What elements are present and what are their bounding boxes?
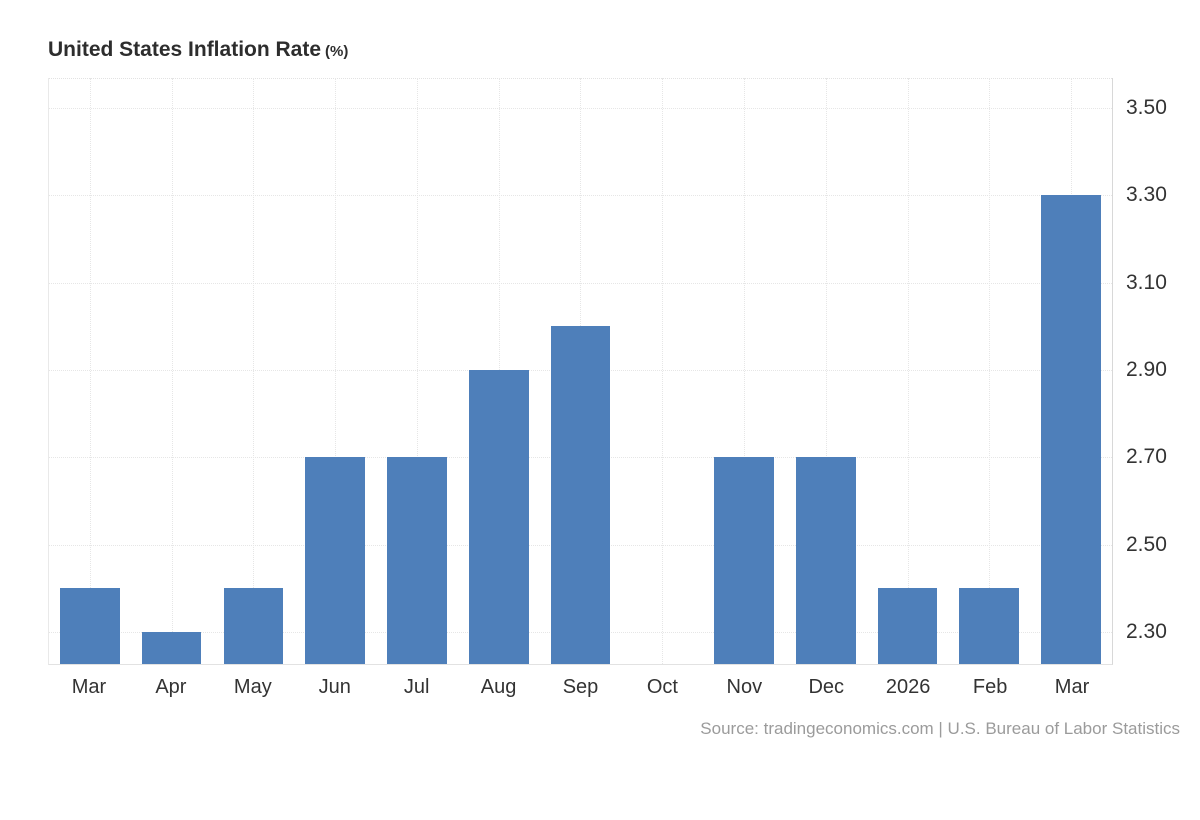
chart-column-feb <box>948 78 1030 664</box>
chart-column-2026 <box>867 78 949 664</box>
chart-column-dec <box>785 78 867 664</box>
bar-jul[interactable] <box>387 457 447 664</box>
y-tick-label: 2.90 <box>1126 357 1167 381</box>
x-tick-label-sep: Sep <box>562 676 599 698</box>
x-tick-label-may: May <box>233 676 272 698</box>
x-tick-label-feb: Feb <box>972 676 1008 698</box>
chart-column-nov <box>703 78 785 664</box>
bar-aug[interactable] <box>468 369 529 664</box>
y-tick-label: 3.10 <box>1126 270 1167 294</box>
bar-nov[interactable] <box>714 457 774 664</box>
x-tick-label-apr: Apr <box>155 676 187 698</box>
chart-title: United States Inflation Rate (%) <box>48 38 348 62</box>
x-gridline <box>825 78 827 664</box>
chart-column-apr <box>131 78 213 664</box>
x-gridline <box>335 78 337 664</box>
x-tick-label-nov: Nov <box>726 676 763 698</box>
x-gridline <box>171 78 173 664</box>
x-gridline <box>662 78 664 664</box>
y-tick-label: 3.50 <box>1126 95 1167 119</box>
x-tick-label-mar: Mar <box>71 676 107 698</box>
y-tick-label: 3.30 <box>1126 183 1167 207</box>
x-axis: Mar Apr May Jun Jul Aug Sep Oct Nov Dec 2026 Feb Mar <box>48 676 1113 706</box>
bar-jun[interactable] <box>305 457 366 664</box>
x-tick-label-jun: Jun <box>318 676 351 698</box>
x-gridline <box>89 78 91 664</box>
x-tick-label-aug: Aug <box>480 676 517 698</box>
chart-title-text: United States Inflation Rate <box>48 38 322 61</box>
chart-column-mar <box>49 78 131 664</box>
x-tick-label-2026: 2026 <box>885 676 931 698</box>
y-axis: 2.30 2.50 2.70 2.90 3.10 3.30 3.50 <box>1126 78 1196 665</box>
x-gridline <box>744 78 746 664</box>
bar-sep[interactable] <box>550 326 611 664</box>
x-gridline <box>989 78 991 664</box>
y-tick-label: 2.50 <box>1126 532 1167 556</box>
chart-column-aug <box>458 78 540 664</box>
y-tick-label: 2.30 <box>1126 620 1167 644</box>
chart-title-unit: (%) <box>325 43 349 60</box>
source-credit: Source: tradingeconomics.com | U.S. Bure… <box>700 719 1180 738</box>
x-tick-label-oct: Oct <box>646 676 678 698</box>
x-tick-label-jul: Jul <box>403 676 430 698</box>
bar-2026[interactable] <box>877 588 938 664</box>
chart-column-oct <box>621 78 703 664</box>
x-gridline <box>416 78 418 664</box>
x-gridline <box>253 78 255 664</box>
x-gridline <box>907 78 909 664</box>
chart-column-may <box>213 78 295 664</box>
bar-dec[interactable] <box>795 457 856 664</box>
chart-column-jul <box>376 78 458 664</box>
chart-column-mar <box>1030 78 1112 664</box>
bar-mar[interactable] <box>60 588 120 664</box>
chart-column-sep <box>540 78 622 664</box>
chart-column-jun <box>294 78 376 664</box>
x-tick-label-mar: Mar <box>1054 676 1090 698</box>
bar-may[interactable] <box>223 588 284 664</box>
bar-feb[interactable] <box>959 588 1020 664</box>
bar-apr[interactable] <box>141 632 202 664</box>
plot-area <box>48 78 1113 665</box>
y-tick-label: 2.70 <box>1126 445 1167 469</box>
x-tick-label-dec: Dec <box>808 676 845 698</box>
bar-mar[interactable] <box>1041 195 1101 664</box>
